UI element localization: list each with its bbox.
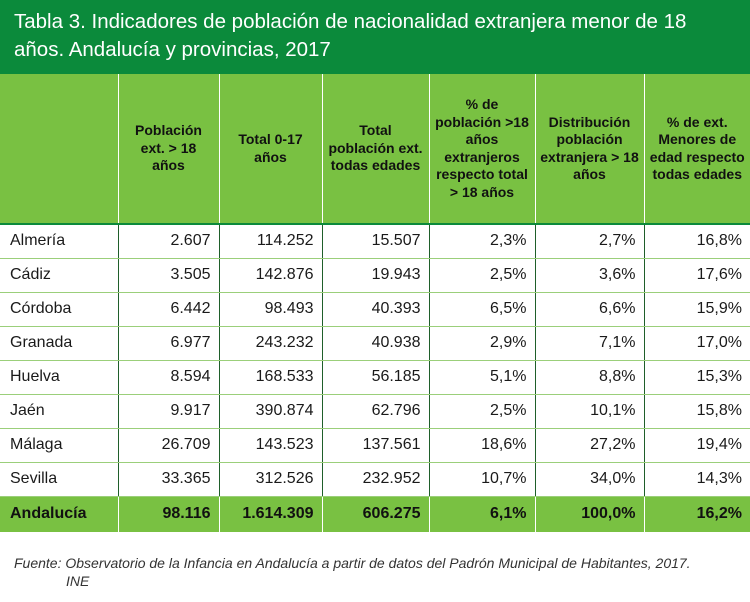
table-cell: 6.442 (117, 292, 219, 327)
table-cell: 40.938 (321, 326, 429, 361)
total-row: Andalucía 98.116 1.614.309 606.275 6,1% … (0, 495, 750, 532)
header-cell-distribution: Distribución población extranjera > 18 a… (534, 74, 645, 225)
table-cell: 142.876 (218, 258, 322, 293)
table-cell: 15,3% (643, 360, 750, 395)
table-cell: 19.943 (321, 258, 429, 293)
total-cell: 98.116 (117, 495, 219, 532)
table-row: Jaén 9.917 390.874 62.796 2,5% 10,1% 15,… (0, 394, 750, 429)
table-cell: 232.952 (321, 462, 429, 497)
total-cell: 6,1% (428, 495, 535, 532)
table-cell: 168.533 (218, 360, 322, 395)
table-row: Almería 2.607 114.252 15.507 2,3% 2,7% 1… (0, 224, 750, 259)
row-label: Sevilla (0, 462, 118, 497)
table-cell: 3.505 (117, 258, 219, 293)
table-title: Tabla 3. Indicadores de población de nac… (14, 10, 687, 61)
row-label: Córdoba (0, 292, 118, 327)
table-cell: 15.507 (321, 224, 429, 259)
table-cell: 2,3% (428, 224, 535, 259)
table-cell: 8,8% (534, 360, 644, 395)
total-cell: 606.275 (321, 495, 429, 532)
table-cell: 6.977 (117, 326, 219, 361)
header-cell-total-pop-ext: Total población ext. todas edades (321, 74, 430, 225)
row-label: Huelva (0, 360, 118, 395)
table-row: Granada 6.977 243.232 40.938 2,9% 7,1% 1… (0, 326, 750, 361)
table-cell: 2,9% (428, 326, 535, 361)
table-row: Huelva 8.594 168.533 56.185 5,1% 8,8% 15… (0, 360, 750, 395)
row-label: Granada (0, 326, 118, 361)
row-label: Jaén (0, 394, 118, 429)
table-cell: 15,8% (643, 394, 750, 429)
table-cell: 56.185 (321, 360, 429, 395)
row-label: Málaga (0, 428, 118, 463)
table-cell: 8.594 (117, 360, 219, 395)
source-note: Fuente: Observatorio de la Infancia en A… (14, 554, 738, 590)
table-cell: 6,6% (534, 292, 644, 327)
table-row: Cádiz 3.505 142.876 19.943 2,5% 3,6% 17,… (0, 258, 750, 293)
source-note-line1: Fuente: Observatorio de la Infancia en A… (14, 555, 691, 571)
table-row: Sevilla 33.365 312.526 232.952 10,7% 34,… (0, 462, 750, 497)
table-cell: 98.493 (218, 292, 322, 327)
table-cell: 2,5% (428, 394, 535, 429)
table-cell: 16,8% (643, 224, 750, 259)
header-row: Población ext. > 18 años Total 0-17 años… (0, 74, 750, 225)
table-cell: 6,5% (428, 292, 535, 327)
table-cell: 34,0% (534, 462, 644, 497)
data-table: Población ext. > 18 años Total 0-17 años… (0, 74, 750, 532)
header-cell-region (0, 74, 119, 225)
table-cell: 7,1% (534, 326, 644, 361)
total-cell: 16,2% (643, 495, 750, 532)
table-cell: 2,5% (428, 258, 535, 293)
table-row: Córdoba 6.442 98.493 40.393 6,5% 6,6% 15… (0, 292, 750, 327)
row-label: Cádiz (0, 258, 118, 293)
table-row: Málaga 26.709 143.523 137.561 18,6% 27,2… (0, 428, 750, 463)
header-cell-pop-ext-over-18: Población ext. > 18 años (117, 74, 220, 225)
total-cell: 1.614.309 (218, 495, 322, 532)
header-cell-pct-minors: % de ext. Menores de edad respecto todas… (643, 74, 750, 225)
table-cell: 143.523 (218, 428, 322, 463)
table-cell: 26.709 (117, 428, 219, 463)
table-cell: 2.607 (117, 224, 219, 259)
table-cell: 137.561 (321, 428, 429, 463)
header-cell-total-0-17: Total 0-17 años (218, 74, 323, 225)
table-cell: 62.796 (321, 394, 429, 429)
table-cell: 5,1% (428, 360, 535, 395)
table-cell: 9.917 (117, 394, 219, 429)
table-cell: 10,1% (534, 394, 644, 429)
table-cell: 18,6% (428, 428, 535, 463)
table-cell: 3,6% (534, 258, 644, 293)
table-cell: 10,7% (428, 462, 535, 497)
table-cell: 390.874 (218, 394, 322, 429)
table-cell: 40.393 (321, 292, 429, 327)
table-cell: 243.232 (218, 326, 322, 361)
table-cell: 17,6% (643, 258, 750, 293)
table-cell: 19,4% (643, 428, 750, 463)
title-bar: Tabla 3. Indicadores de población de nac… (0, 0, 750, 74)
header-cell-pct-ext-over-18: % de población >18 años extranjeros resp… (428, 74, 536, 225)
table-cell: 15,9% (643, 292, 750, 327)
table-cell: 27,2% (534, 428, 644, 463)
table-cell: 2,7% (534, 224, 644, 259)
table-cell: 114.252 (218, 224, 322, 259)
table-cell: 312.526 (218, 462, 322, 497)
source-note-line2: INE (66, 573, 90, 589)
total-row-label: Andalucía (0, 495, 118, 532)
table-cell: 17,0% (643, 326, 750, 361)
table-cell: 14,3% (643, 462, 750, 497)
table-cell: 33.365 (117, 462, 219, 497)
total-cell: 100,0% (534, 495, 644, 532)
row-label: Almería (0, 224, 118, 259)
